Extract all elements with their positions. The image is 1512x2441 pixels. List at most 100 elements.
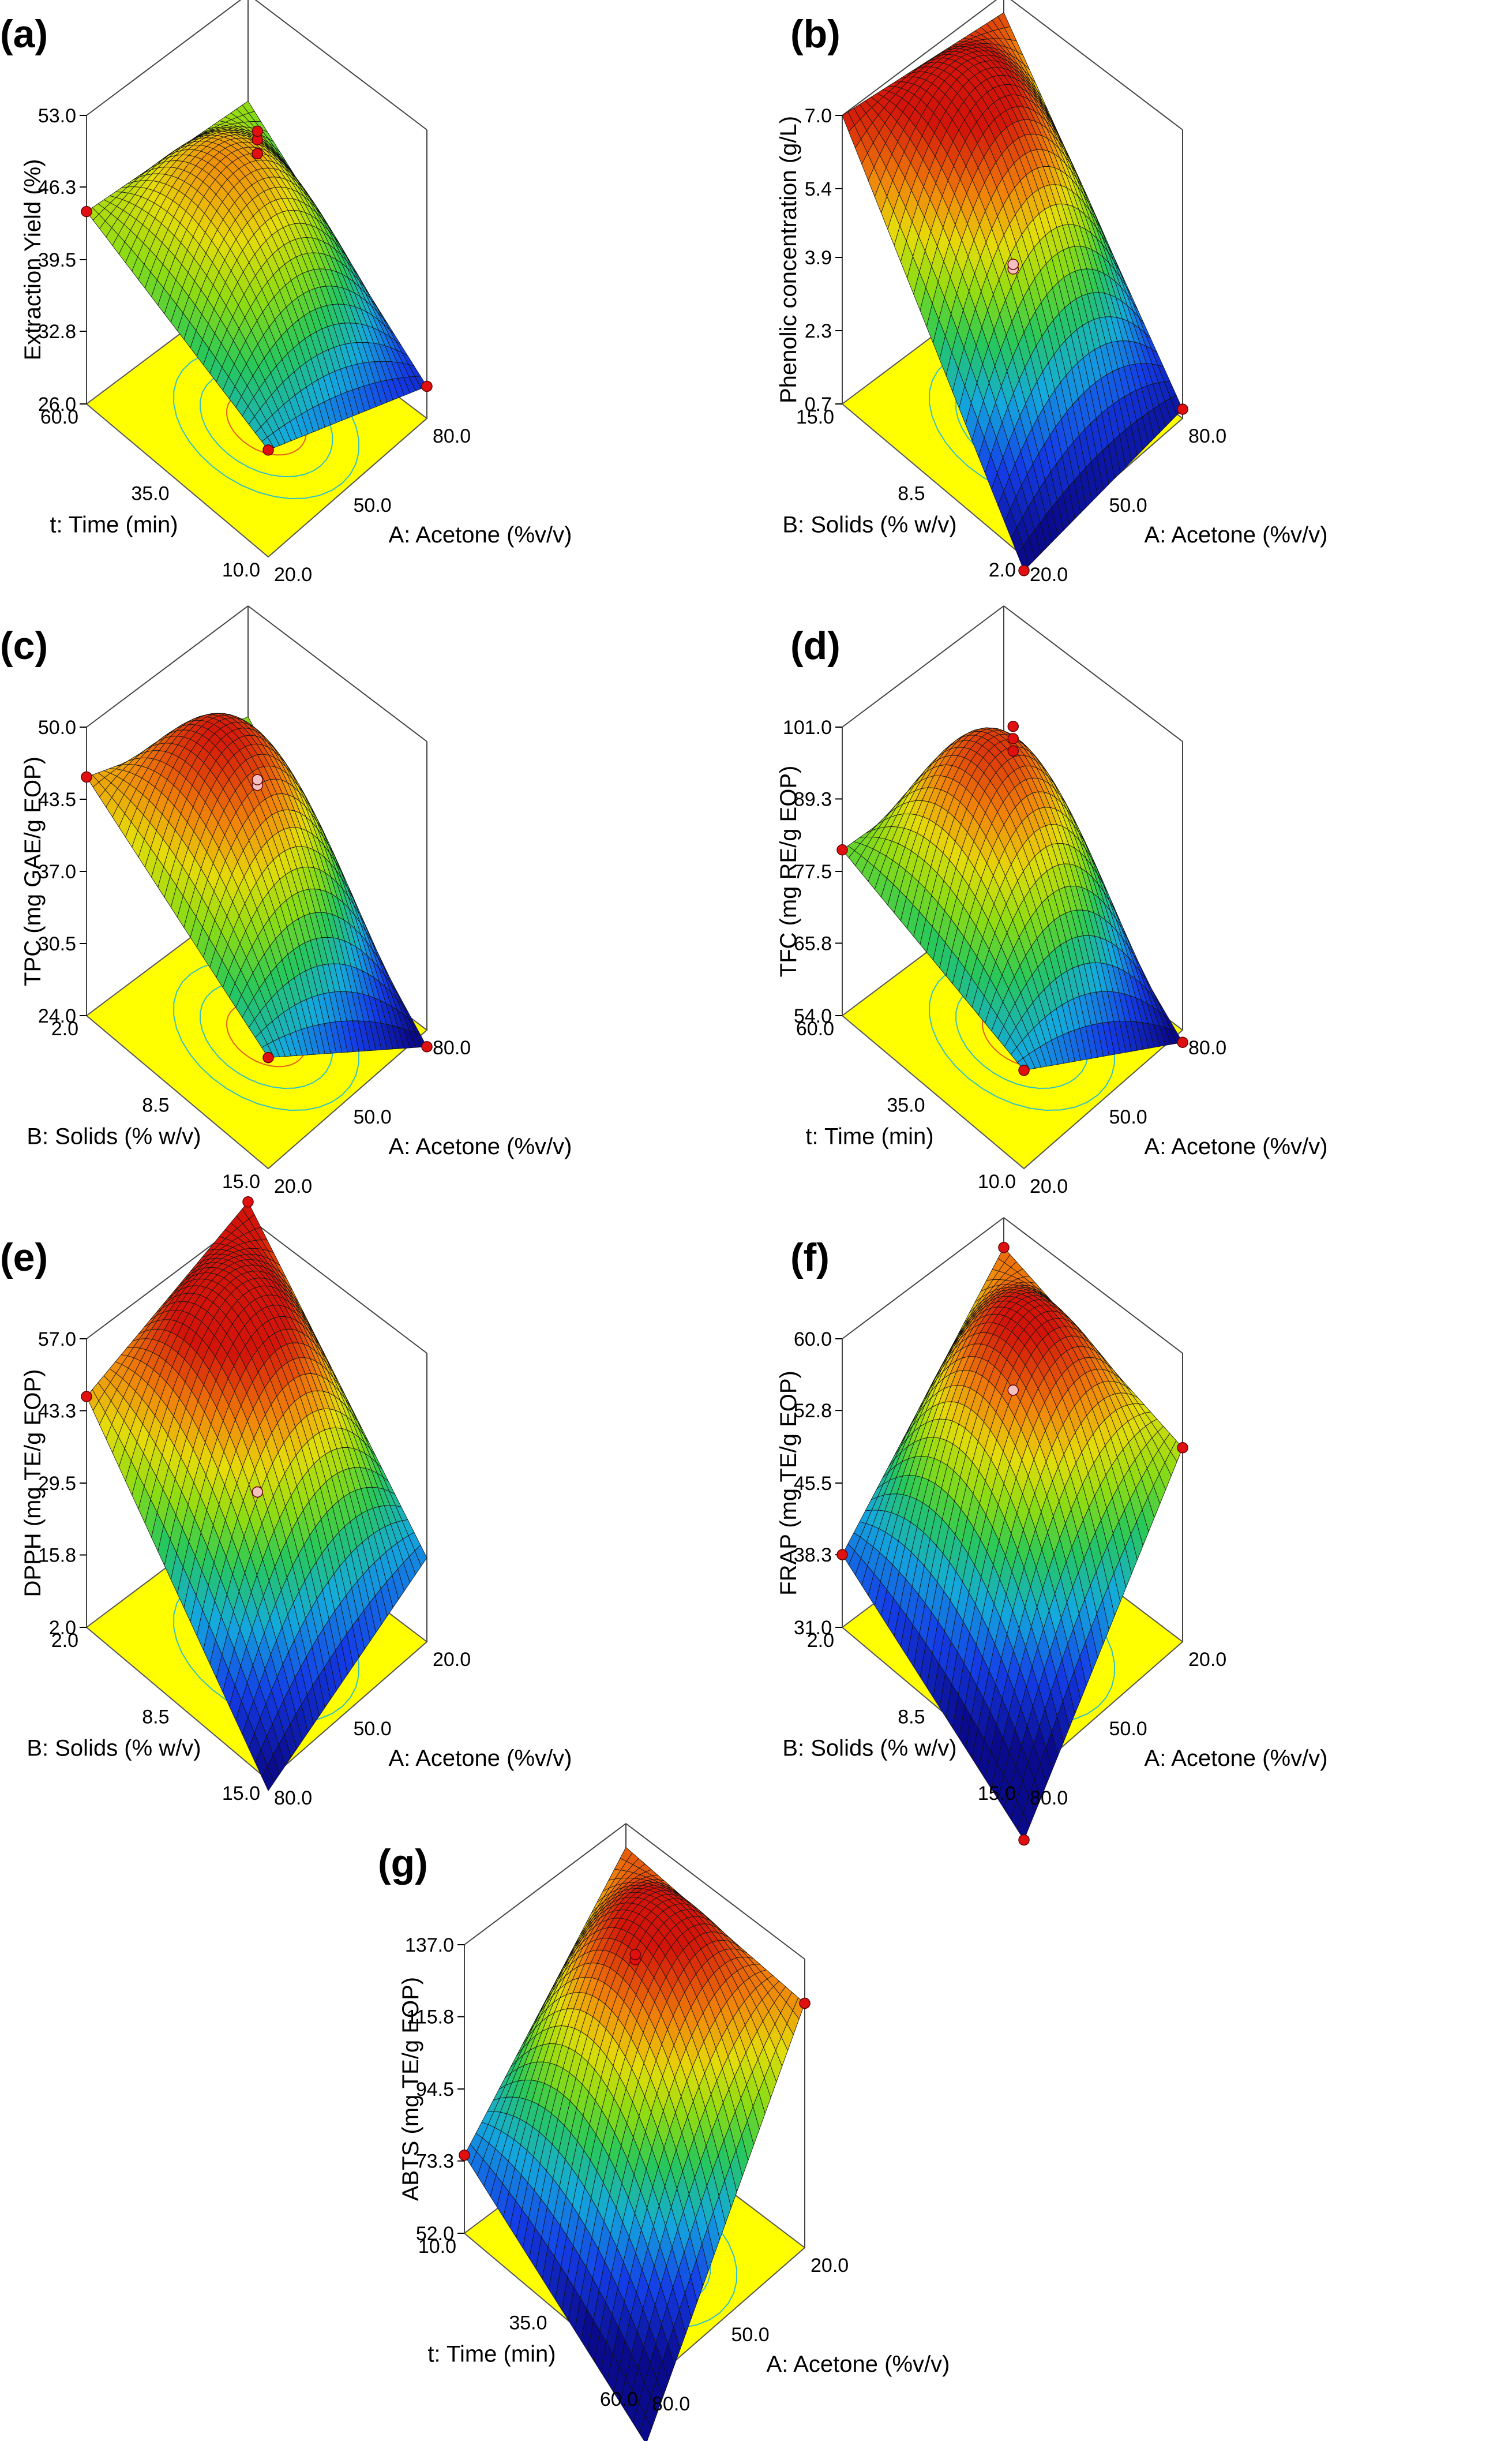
- chart-panel-e: (e) 57.0 43.3 29.5 15.8 2.0 DPPH (mg TE/g EOP…: [0, 1196, 756, 1824]
- response-surface: [86, 713, 427, 1058]
- left-axis-label: t: Time (min): [50, 512, 178, 538]
- box-edge: [464, 1823, 626, 1945]
- design-point: [252, 1486, 263, 1498]
- left-axis-tick-label: 2.0: [989, 559, 1016, 581]
- left-axis-tick-label: 8.5: [898, 483, 925, 505]
- z-axis-label: TFC (mg RE/g EOP): [776, 766, 801, 978]
- surface-cell: [1017, 545, 1030, 571]
- z-tick-label: 50.0: [38, 717, 76, 739]
- box-edge: [842, 1217, 1004, 1339]
- response-surface: [464, 1847, 805, 2441]
- right-axis-label: A: Acetone (%v/v): [1145, 1746, 1328, 1771]
- left-floor-axis: 2.08.515.0B: Solids (% w/v): [27, 1630, 260, 1804]
- design-point: [252, 125, 263, 137]
- left-axis-label: B: Solids (% w/v): [27, 1736, 201, 1761]
- design-point: [81, 771, 92, 783]
- design-point: [421, 1041, 433, 1053]
- z-tick-label: 101.0: [783, 717, 832, 739]
- z-axis-label: TPC (mg GAE/g EOP): [20, 757, 46, 986]
- z-tick-label: 53.0: [38, 105, 76, 127]
- right-axis-tick-label: 20.0: [1030, 1175, 1068, 1197]
- right-axis-label: A: Acetone (%v/v): [389, 1746, 572, 1771]
- right-floor-axis: 20.050.080.0A: Acetone (%v/v): [274, 425, 572, 586]
- z-tick-label: 89.3: [794, 788, 832, 810]
- panel-label-f: (f): [790, 1236, 830, 1279]
- chart-panel-b: (b) 7.0 5.4 3.9 2.3 0.7 Phenolic concentratio…: [756, 0, 1511, 600]
- left-axis-tick-label: 15.0: [222, 1171, 260, 1193]
- left-axis-tick-label: 60.0: [40, 406, 78, 428]
- panel-label-c: (c): [0, 624, 48, 668]
- right-axis-tick-label: 50.0: [354, 1106, 392, 1128]
- design-point: [81, 205, 92, 218]
- response-surface: [86, 100, 427, 451]
- response-surface: [842, 12, 1183, 571]
- left-axis-tick-label: 8.5: [142, 1095, 169, 1117]
- right-axis-tick-label: 80.0: [1030, 1787, 1068, 1809]
- z-tick-label: 45.5: [794, 1473, 832, 1495]
- right-axis-tick-label: 20.0: [1188, 1649, 1226, 1671]
- right-axis-tick-label: 50.0: [1109, 1718, 1147, 1740]
- design-point: [1007, 745, 1019, 757]
- z-tick-label: 2.0: [49, 1617, 76, 1639]
- panel-label-d: (d): [790, 624, 841, 668]
- box-edge: [254, 0, 427, 130]
- z-tick-label: 43.3: [38, 1401, 76, 1422]
- chart-panel-c: (c) 50.0 43.5 37.0 30.5 24.0 TPC (mg GAE/g EO…: [0, 605, 756, 1212]
- right-axis-label: A: Acetone (%v/v): [1145, 1134, 1328, 1159]
- z-tick-label: 52.8: [794, 1400, 832, 1422]
- panel-label-a: (a): [0, 12, 48, 56]
- design-point: [1177, 403, 1188, 415]
- design-point: [1177, 1036, 1188, 1049]
- design-point: [1018, 1065, 1030, 1076]
- design-point: [1177, 1442, 1188, 1454]
- box-edge: [842, 605, 1004, 728]
- z-tick-label: 54.0: [794, 1005, 832, 1027]
- design-point: [998, 1241, 1010, 1253]
- right-axis-tick-label: 50.0: [354, 1718, 392, 1740]
- design-point: [1007, 259, 1019, 270]
- left-axis-tick-label: 15.0: [978, 1783, 1016, 1804]
- box-edge: [1003, 1217, 1183, 1354]
- left-axis-tick-label: 35.0: [887, 1095, 925, 1117]
- left-axis-tick-label: 10.0: [222, 559, 260, 581]
- right-axis-tick-label: 50.0: [1109, 495, 1147, 516]
- design-point: [421, 380, 433, 392]
- z-tick-label: 32.8: [38, 321, 76, 343]
- box-edge: [1010, 0, 1183, 130]
- left-floor-axis: 2.08.515.0B: Solids (% w/v): [782, 1630, 1016, 1804]
- right-axis-tick-label: 20.0: [1030, 564, 1068, 586]
- right-axis-tick-label: 80.0: [1188, 425, 1226, 447]
- left-axis-tick-label: 35.0: [131, 483, 169, 505]
- box-edge: [625, 1823, 805, 1960]
- chart-panel-a: (a) 53.0 46.3 39.5 32.8 26.0 Extraction Yield…: [0, 0, 756, 600]
- panel-label-g: (g): [378, 1841, 428, 1885]
- left-axis-label: B: Solids (% w/v): [27, 1124, 201, 1150]
- surface-cell: [261, 1765, 275, 1791]
- z-tick-label: 37.0: [38, 861, 76, 883]
- right-axis-tick-label: 80.0: [274, 1787, 312, 1809]
- z-tick-label: 29.5: [38, 1473, 76, 1495]
- design-point: [836, 1549, 848, 1560]
- design-point: [1018, 1834, 1030, 1846]
- box-edge: [1003, 605, 1183, 742]
- right-floor-axis: 80.050.020.0A: Acetone (%v/v): [274, 1649, 572, 1809]
- z-tick-label: 24.0: [38, 1005, 76, 1027]
- left-floor-axis: 2.08.515.0B: Solids (% w/v): [27, 1018, 260, 1193]
- box-edge: [247, 1217, 427, 1354]
- left-axis-label: B: Solids (% w/v): [782, 1736, 956, 1761]
- design-point: [1007, 1384, 1019, 1396]
- panel-label-b: (b): [790, 12, 841, 56]
- design-point: [1007, 720, 1019, 732]
- right-axis-label: A: Acetone (%v/v): [389, 1134, 572, 1159]
- right-axis-label: A: Acetone (%v/v): [389, 522, 572, 548]
- chart-panel-g: (g) 137.0 115.8 94.5 73.3 52.0 ABTS (mg TE/g …: [378, 1823, 1134, 2441]
